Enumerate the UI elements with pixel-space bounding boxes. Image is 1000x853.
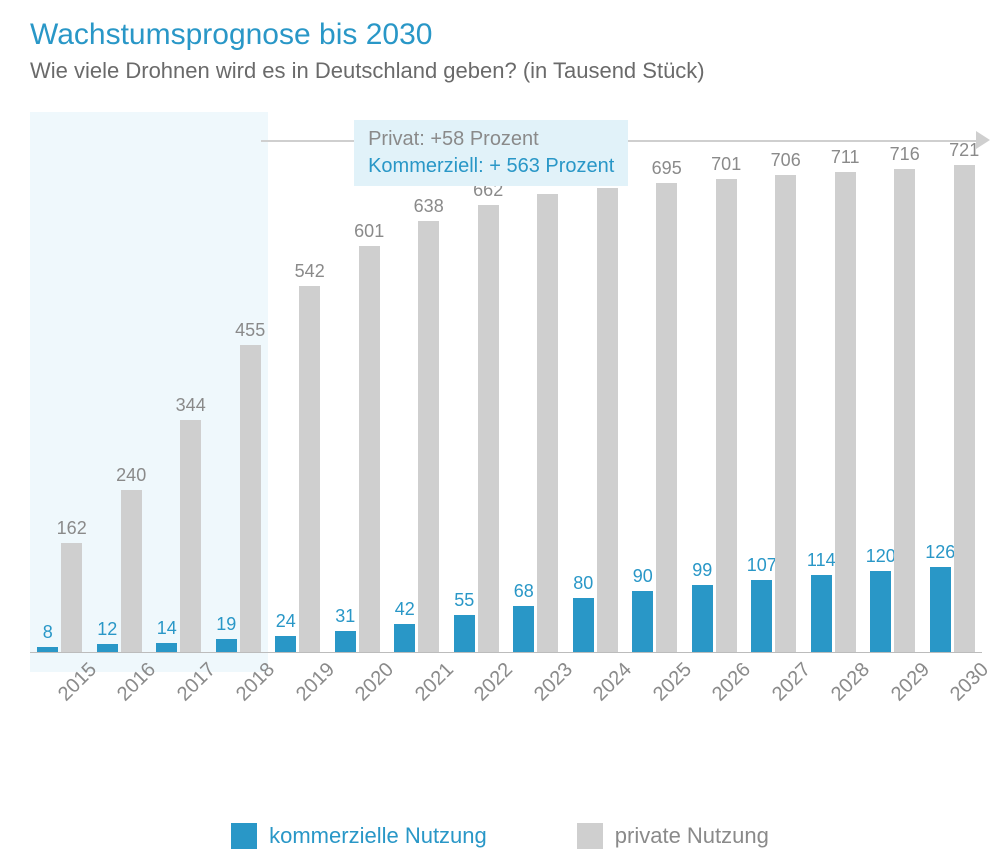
bar-label-privat: 162 xyxy=(42,519,102,537)
bar-kommerziell xyxy=(870,571,891,652)
bar-label-privat: 695 xyxy=(637,159,697,177)
x-axis-label: 2030 xyxy=(946,659,994,707)
bar-group: 99701 xyxy=(692,112,737,652)
x-axis-label: 2028 xyxy=(827,659,875,707)
chart-page: { "title": { "text": "Wachstumsprognose … xyxy=(0,0,1000,853)
annotation-line-privat: Privat: +58 Prozent xyxy=(368,126,614,153)
bar-kommerziell xyxy=(216,639,237,652)
bar-kommerziell xyxy=(97,644,118,652)
bar-label-privat: 701 xyxy=(696,155,756,173)
bar-kommerziell xyxy=(275,636,296,652)
bar-label-privat: 601 xyxy=(339,222,399,240)
bar-kommerziell xyxy=(335,631,356,652)
bar-kommerziell xyxy=(454,615,475,652)
x-axis-label: 2017 xyxy=(173,659,221,707)
bar-privat xyxy=(775,175,796,652)
x-axis-label: 2023 xyxy=(530,659,578,707)
legend-label-kommerziell: kommerzielle Nutzung xyxy=(269,823,487,849)
bar-privat xyxy=(835,172,856,652)
bar-privat xyxy=(359,246,380,652)
x-axis-label: 2027 xyxy=(768,659,816,707)
legend: kommerzielle Nutzung private Nutzung xyxy=(0,823,1000,849)
annotation-line-kommerziell: Kommerziell: + 563 Prozent xyxy=(368,153,614,180)
bar-kommerziell xyxy=(632,591,653,652)
bar-group: 68678 xyxy=(513,112,558,652)
chart-title: Wachstumsprognose bis 2030 xyxy=(30,18,990,52)
legend-item-privat: private Nutzung xyxy=(577,823,769,849)
x-axis-label: 2026 xyxy=(708,659,756,707)
x-axis-label: 2019 xyxy=(292,659,340,707)
x-axis-baseline xyxy=(30,652,982,653)
plot-area: 8162122401434419455245423160142638556626… xyxy=(30,112,982,652)
growth-arrow-head xyxy=(976,131,990,149)
bar-privat xyxy=(954,165,975,652)
x-axis-label: 2020 xyxy=(351,659,399,707)
chart-area: 8162122401434419455245423160142638556626… xyxy=(30,112,982,752)
legend-swatch-privat xyxy=(577,823,603,849)
bar-group: 114711 xyxy=(811,112,856,652)
legend-item-kommerziell: kommerzielle Nutzung xyxy=(231,823,487,849)
growth-annotation: Privat: +58 Prozent Kommerziell: + 563 P… xyxy=(354,120,628,186)
bar-group: 126721 xyxy=(930,112,975,652)
bar-label-privat: 711 xyxy=(815,148,875,166)
bar-group: 90695 xyxy=(632,112,677,652)
bar-group: 19455 xyxy=(216,112,261,652)
x-axis-label: 2021 xyxy=(411,659,459,707)
x-axis-label: 2024 xyxy=(589,659,637,707)
bar-group: 120716 xyxy=(870,112,915,652)
x-axis-label: 2016 xyxy=(113,659,161,707)
bar-group: 80688 xyxy=(573,112,618,652)
x-axis-label: 2018 xyxy=(232,659,280,707)
bar-privat xyxy=(299,286,320,652)
bar-group: 12240 xyxy=(97,112,142,652)
bar-label-privat: 706 xyxy=(756,151,816,169)
bar-group: 31601 xyxy=(335,112,380,652)
x-axis-label: 2029 xyxy=(887,659,935,707)
bar-group: 55662 xyxy=(454,112,499,652)
bar-group: 107706 xyxy=(751,112,796,652)
x-axis-label: 2022 xyxy=(470,659,518,707)
legend-label-privat: private Nutzung xyxy=(615,823,769,849)
bar-privat xyxy=(894,169,915,652)
bar-label-privat: 716 xyxy=(875,145,935,163)
bar-kommerziell xyxy=(513,606,534,652)
bar-kommerziell xyxy=(751,580,772,652)
chart-subtitle: Wie viele Drohnen wird es in Deutschland… xyxy=(30,58,990,84)
bar-label-privat: 455 xyxy=(220,321,280,339)
bar-group: 42638 xyxy=(394,112,439,652)
bar-group: 14344 xyxy=(156,112,201,652)
bar-kommerziell xyxy=(692,585,713,652)
bar-privat xyxy=(656,183,677,652)
bar-label-privat: 638 xyxy=(399,197,459,215)
bar-privat xyxy=(716,179,737,652)
bar-group: 24542 xyxy=(275,112,320,652)
bar-privat xyxy=(240,345,261,652)
bar-group: 8162 xyxy=(37,112,82,652)
bar-kommerziell xyxy=(930,567,951,652)
bar-label-privat: 542 xyxy=(280,262,340,280)
bar-kommerziell xyxy=(573,598,594,652)
bar-label-privat: 344 xyxy=(161,396,221,414)
bar-kommerziell xyxy=(394,624,415,652)
bar-label-privat: 240 xyxy=(101,466,161,484)
legend-swatch-kommerziell xyxy=(231,823,257,849)
x-axis-labels: 2015201620172018201920202021202220232024… xyxy=(30,660,982,740)
bar-kommerziell xyxy=(156,643,177,652)
bar-privat xyxy=(418,221,439,652)
x-axis-label: 2015 xyxy=(54,659,102,707)
bar-kommerziell xyxy=(811,575,832,652)
x-axis-label: 2025 xyxy=(649,659,697,707)
